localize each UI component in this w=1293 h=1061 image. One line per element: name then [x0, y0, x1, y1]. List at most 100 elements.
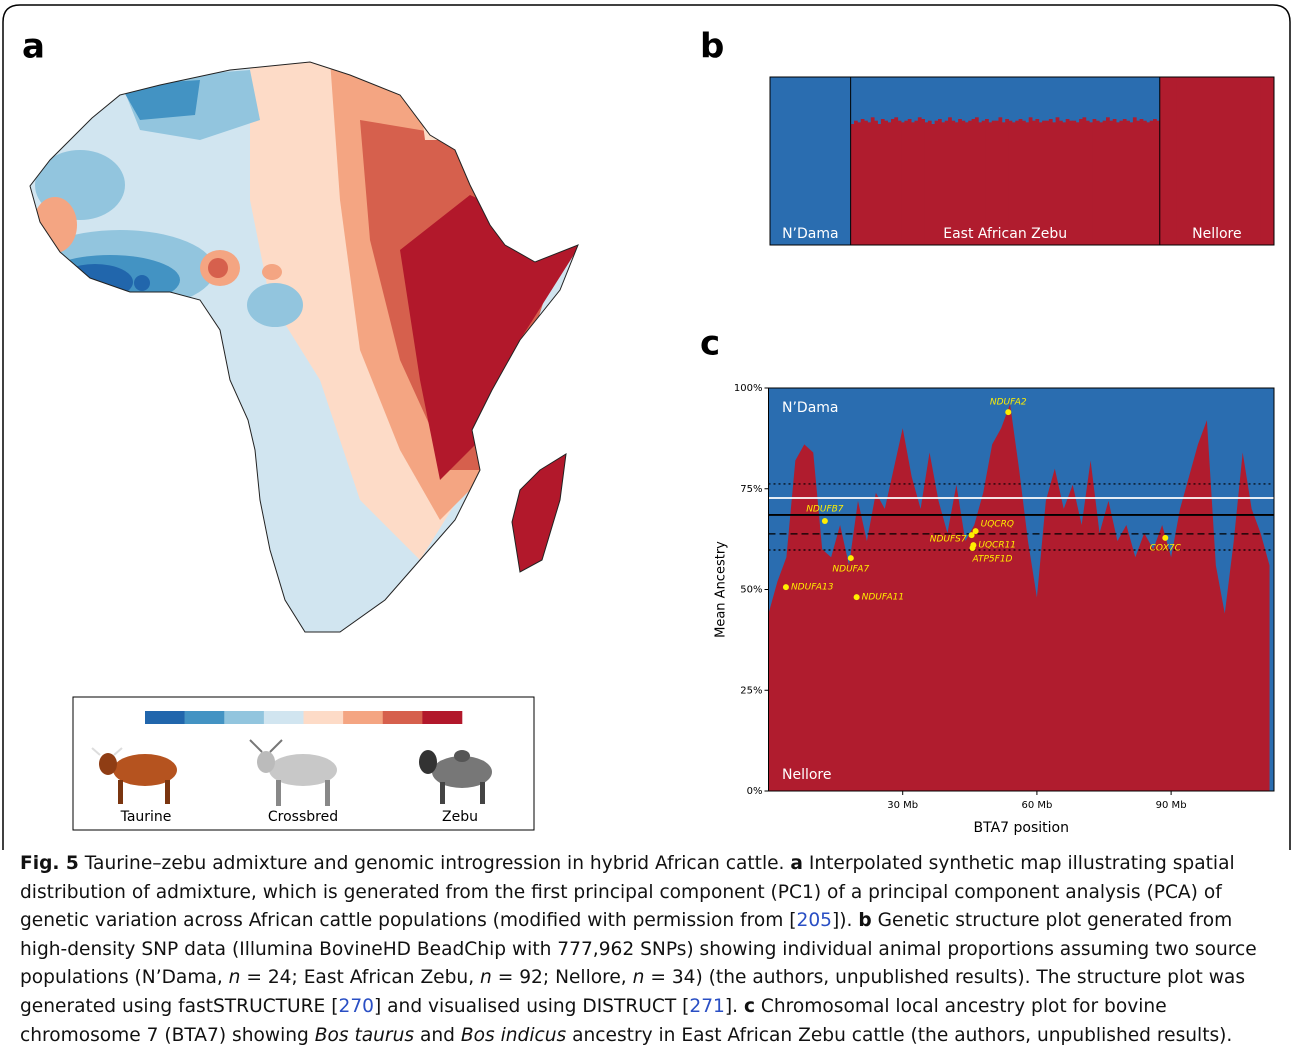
- x-axis-label: BTA7 position: [974, 820, 1069, 836]
- caption-bold: a: [790, 853, 803, 874]
- x-tick-label: 90 Mb: [1156, 800, 1187, 811]
- ancestry-bar: [1103, 121, 1107, 245]
- ancestry-bar: [1136, 121, 1140, 245]
- ancestry-bar: [871, 117, 875, 245]
- ancestry-bar: [1173, 77, 1177, 245]
- colorbar-cell: [145, 711, 185, 724]
- ancestry-bar: [1106, 117, 1110, 245]
- gene-label: UQCRQ: [981, 520, 1014, 530]
- figure-caption: Fig. 5 Taurine–zebu admixture and genomi…: [20, 850, 1282, 1055]
- ancestry-bar: [884, 121, 888, 245]
- gene-point: [848, 555, 854, 561]
- ancestry-bar: [874, 121, 878, 245]
- gene-label: ATP5F1D: [971, 554, 1012, 564]
- background-label: N’Dama: [782, 400, 839, 416]
- gene-label: UQCR11: [978, 541, 1016, 551]
- gene-label: COX7C: [1150, 543, 1182, 553]
- ancestry-bar: [1166, 77, 1170, 245]
- caption-bold: b: [858, 910, 871, 931]
- colorbar-cell: [422, 711, 462, 724]
- ancestry-bar: [1217, 77, 1221, 245]
- legend-label: Taurine: [120, 809, 172, 825]
- ancestry-bar: [861, 119, 865, 245]
- ancestry-bar: [1130, 122, 1134, 245]
- x-tick-label: 30 Mb: [887, 800, 918, 811]
- y-tick-label: 50%: [740, 585, 762, 596]
- gene-point: [822, 518, 828, 524]
- ancestry-bar: [1086, 121, 1090, 245]
- ancestry-bar: [1264, 77, 1268, 245]
- caption-italic: n: [480, 967, 492, 988]
- ancestry-bar: [1170, 77, 1174, 245]
- gene-label: NDUFA11: [862, 593, 905, 603]
- gene-point: [1162, 535, 1168, 541]
- caption-link[interactable]: 271: [689, 996, 725, 1017]
- ancestry-bar: [928, 121, 932, 245]
- ancestry-bar: [1190, 77, 1194, 245]
- ancestry-bar: [894, 117, 898, 245]
- x-tick-label: 60 Mb: [1021, 800, 1052, 811]
- ancestry-bar: [1123, 119, 1127, 245]
- gene-point: [1005, 409, 1011, 415]
- caption-italic: Bos taurus: [315, 1025, 414, 1046]
- ancestry-bar: [1076, 122, 1080, 245]
- ancestry-bar: [1257, 77, 1261, 245]
- ancestry-bar: [1140, 119, 1144, 245]
- legend-label: Zebu: [442, 809, 478, 825]
- caption-link[interactable]: 205: [797, 910, 833, 931]
- ancestry-bar: [935, 121, 939, 245]
- panel-letter: a: [22, 27, 45, 67]
- ancestry-bar: [1214, 77, 1218, 245]
- ancestry-bar: [1220, 77, 1224, 245]
- colorbar-cell: [383, 711, 423, 724]
- ancestry-bar: [938, 119, 942, 245]
- gene-label: NDUFA2: [990, 398, 1027, 408]
- caption-plain: ]).: [832, 910, 858, 931]
- ancestry-bar: [1163, 77, 1167, 245]
- ancestry-bar: [1079, 119, 1083, 245]
- ancestry-bar: [898, 121, 902, 245]
- gene-label: NDUFS7: [930, 535, 967, 545]
- ancestry-bar: [1261, 77, 1265, 245]
- caption-plain: = 92; Nellore,: [492, 967, 633, 988]
- ancestry-bar: [851, 124, 855, 245]
- ancestry-bar: [1197, 77, 1201, 245]
- caption-plain: Taurine–zebu admixture and genomic intro…: [79, 853, 791, 874]
- series-label: Nellore: [782, 767, 832, 783]
- ancestry-bar: [878, 124, 882, 245]
- ancestry-bar: [904, 121, 908, 245]
- ancestry-bar: [1089, 122, 1093, 245]
- ancestry-bar: [1180, 77, 1184, 245]
- ancestry-bar: [1250, 77, 1254, 245]
- y-tick-label: 100%: [734, 383, 763, 394]
- gene-label: NDUFA7: [832, 565, 869, 575]
- panel-letter: c: [700, 324, 720, 364]
- caption-bold: c: [744, 996, 755, 1017]
- ancestry-bar: [1146, 122, 1150, 245]
- ancestry-bar: [921, 119, 925, 245]
- ancestry-bar: [864, 121, 868, 245]
- ancestry-bar: [918, 117, 922, 245]
- colorbar-cell: [304, 711, 344, 724]
- ancestry-plot: NDUFA2NDUFB7NDUFA7NDUFA13NDUFA11NDUFS7UQ…: [714, 383, 1275, 836]
- ancestry-bar: [1082, 117, 1086, 245]
- caption-link[interactable]: 270: [338, 996, 374, 1017]
- y-axis-label: Mean Ancestry: [714, 541, 729, 638]
- gene-label: NDUFA13: [791, 583, 834, 593]
- ancestry-bar: [914, 121, 918, 245]
- gene-point: [783, 584, 789, 590]
- ancestry-bar: [908, 119, 912, 245]
- page: abc TaurineCrossbredZebu N’DamaEast Afri…: [0, 0, 1293, 1061]
- ancestry-bar: [1069, 121, 1073, 245]
- ancestry-bar: [1240, 77, 1244, 245]
- group-label: East African Zebu: [943, 226, 1067, 242]
- ancestry-bar: [1237, 77, 1241, 245]
- ancestry-bar: [1072, 121, 1076, 245]
- ancestry-bar: [1193, 77, 1197, 245]
- ancestry-bar: [854, 121, 858, 245]
- ancestry-bar: [1133, 117, 1137, 245]
- caption-plain: and: [414, 1025, 461, 1046]
- ancestry-bar: [925, 122, 929, 245]
- caption-italic: n: [633, 967, 645, 988]
